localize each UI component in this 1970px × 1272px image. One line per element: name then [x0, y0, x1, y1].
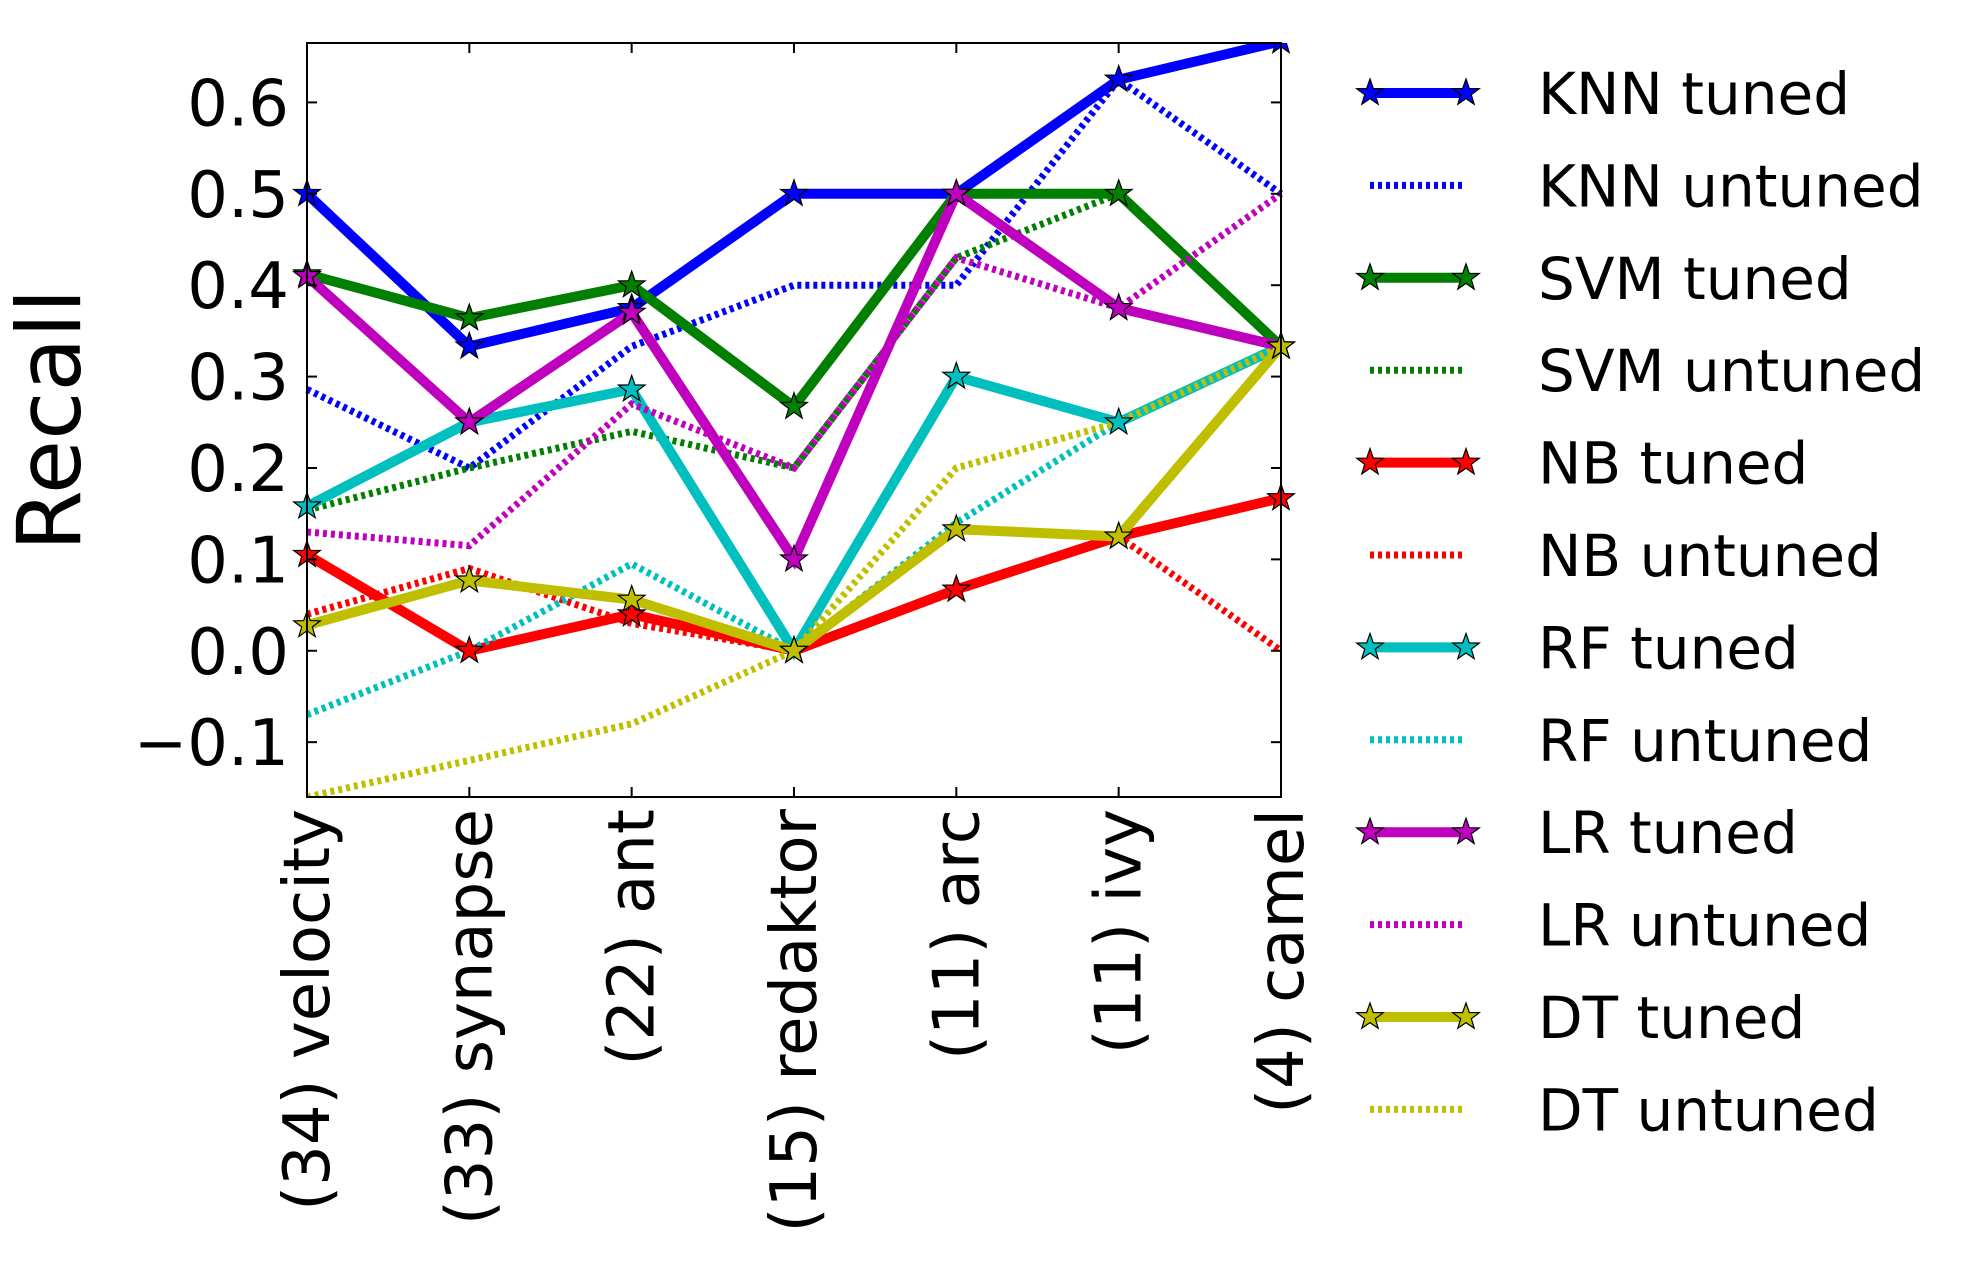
- data-point-lr-tuned-1: [454, 406, 485, 436]
- legend-marker-svm-tuned-0: [1354, 261, 1386, 291]
- series-line-svm-tuned: [305, 188, 1285, 414]
- legend-marker-rf-tuned-1: [1450, 631, 1482, 661]
- legend: KNN tuned KNN untuned SVM tuned SVM untuned…: [1354, 60, 1925, 1144]
- legend-marker-rf-tuned-0: [1354, 631, 1386, 661]
- data-point-dt-tuned-3: [778, 634, 810, 664]
- legend-marker-nb-tuned-0: [1354, 446, 1386, 476]
- data-point-knn-tuned-5: [1103, 63, 1134, 93]
- legend-label-svm-untuned: SVM untuned: [1538, 337, 1925, 405]
- data-point-dt-tuned-2: [616, 583, 647, 613]
- x-tick-label: (22) ant: [596, 809, 670, 1066]
- legend-label-lr-untuned: LR untuned: [1538, 892, 1871, 960]
- data-point-dt-tuned-1: [454, 564, 485, 594]
- data-point-rf-tuned-5: [1103, 406, 1134, 436]
- series-line-lr-untuned: [306, 190, 1284, 550]
- y-tick-label: 0.0: [187, 616, 289, 690]
- data-point-lr-tuned-3: [778, 543, 810, 573]
- legend-label-lr-tuned: LR tuned: [1538, 799, 1798, 867]
- series-line-lr-tuned: [303, 186, 1283, 570]
- legend-label-svm-tuned: SVM tuned: [1538, 245, 1852, 313]
- legend-label-dt-untuned: DT untuned: [1538, 1076, 1879, 1144]
- data-point-rf-tuned-4: [941, 360, 972, 390]
- legend-marker-svm-tuned-1: [1450, 261, 1482, 291]
- x-tick-label: (34) velocity: [271, 809, 345, 1211]
- legend-label-rf-untuned: RF untuned: [1538, 707, 1872, 775]
- data-point-nb-tuned-2: [616, 598, 647, 627]
- legend-label-knn-untuned: KNN untuned: [1538, 152, 1924, 220]
- data-point-svm-tuned-1: [454, 302, 485, 331]
- legend-marker-knn-tuned-1: [1450, 77, 1482, 106]
- x-tick-label: (11) arc: [920, 809, 994, 1060]
- axes-layer: −0.1 0.0 0.1 0.2 0.3 0.4 0.5 0.6 (34) velocity (3…: [134, 43, 1319, 1232]
- legend-label-knn-tuned: KNN tuned: [1538, 60, 1850, 128]
- x-tick-label: (4) camel: [1245, 809, 1319, 1114]
- legend-marker-lr-tuned-1: [1450, 816, 1482, 845]
- x-tick-label: (11) ivy: [1083, 809, 1157, 1054]
- data-point-svm-tuned-3: [778, 390, 810, 420]
- y-tick-label: 0.3: [187, 342, 289, 416]
- legend-label-rf-tuned: RF tuned: [1538, 614, 1799, 682]
- data-point-dt-tuned-5: [1103, 520, 1134, 550]
- y-tick-label: 0.6: [187, 67, 289, 141]
- y-tick-label: 0.4: [187, 250, 289, 324]
- legend-label-dt-tuned: DT tuned: [1538, 984, 1805, 1052]
- legend-marker-nb-tuned-1: [1450, 446, 1482, 476]
- x-tick-label: (15) redaktor: [758, 808, 832, 1232]
- data-point-nb-tuned-4: [941, 573, 972, 603]
- data-point-knn-tuned-1: [454, 330, 485, 360]
- legend-label-nb-untuned: NB untuned: [1538, 522, 1882, 590]
- y-tick-label: −0.1: [134, 707, 289, 781]
- y-tick-label: 0.5: [187, 159, 289, 233]
- legend-label-nb-tuned: NB tuned: [1538, 430, 1808, 498]
- data-point-nb-tuned-1: [454, 634, 485, 664]
- data-point-lr-tuned-4: [941, 177, 972, 207]
- legend-marker-lr-tuned-0: [1354, 816, 1386, 845]
- y-tick-label: 0.1: [187, 524, 289, 598]
- data-point-lr-tuned-2: [616, 296, 647, 326]
- data-point-svm-tuned-2: [616, 269, 647, 298]
- series-layer: [291, 43, 1297, 797]
- legend-marker-dt-tuned-0: [1354, 1001, 1386, 1030]
- y-tick-label: 0.2: [187, 433, 289, 507]
- legend-marker-dt-tuned-1: [1450, 1001, 1482, 1030]
- legend-marker-knn-tuned-0: [1354, 77, 1386, 106]
- data-point-lr-tuned-5: [1103, 292, 1134, 321]
- y-axis-label: Recall: [0, 289, 101, 552]
- data-point-svm-tuned-5: [1103, 177, 1134, 207]
- data-point-rf-tuned-2: [616, 373, 647, 403]
- x-tick-label: (33) synapse: [433, 809, 507, 1225]
- data-point-knn-tuned-3: [778, 177, 810, 207]
- data-point-dt-tuned-4: [941, 513, 972, 542]
